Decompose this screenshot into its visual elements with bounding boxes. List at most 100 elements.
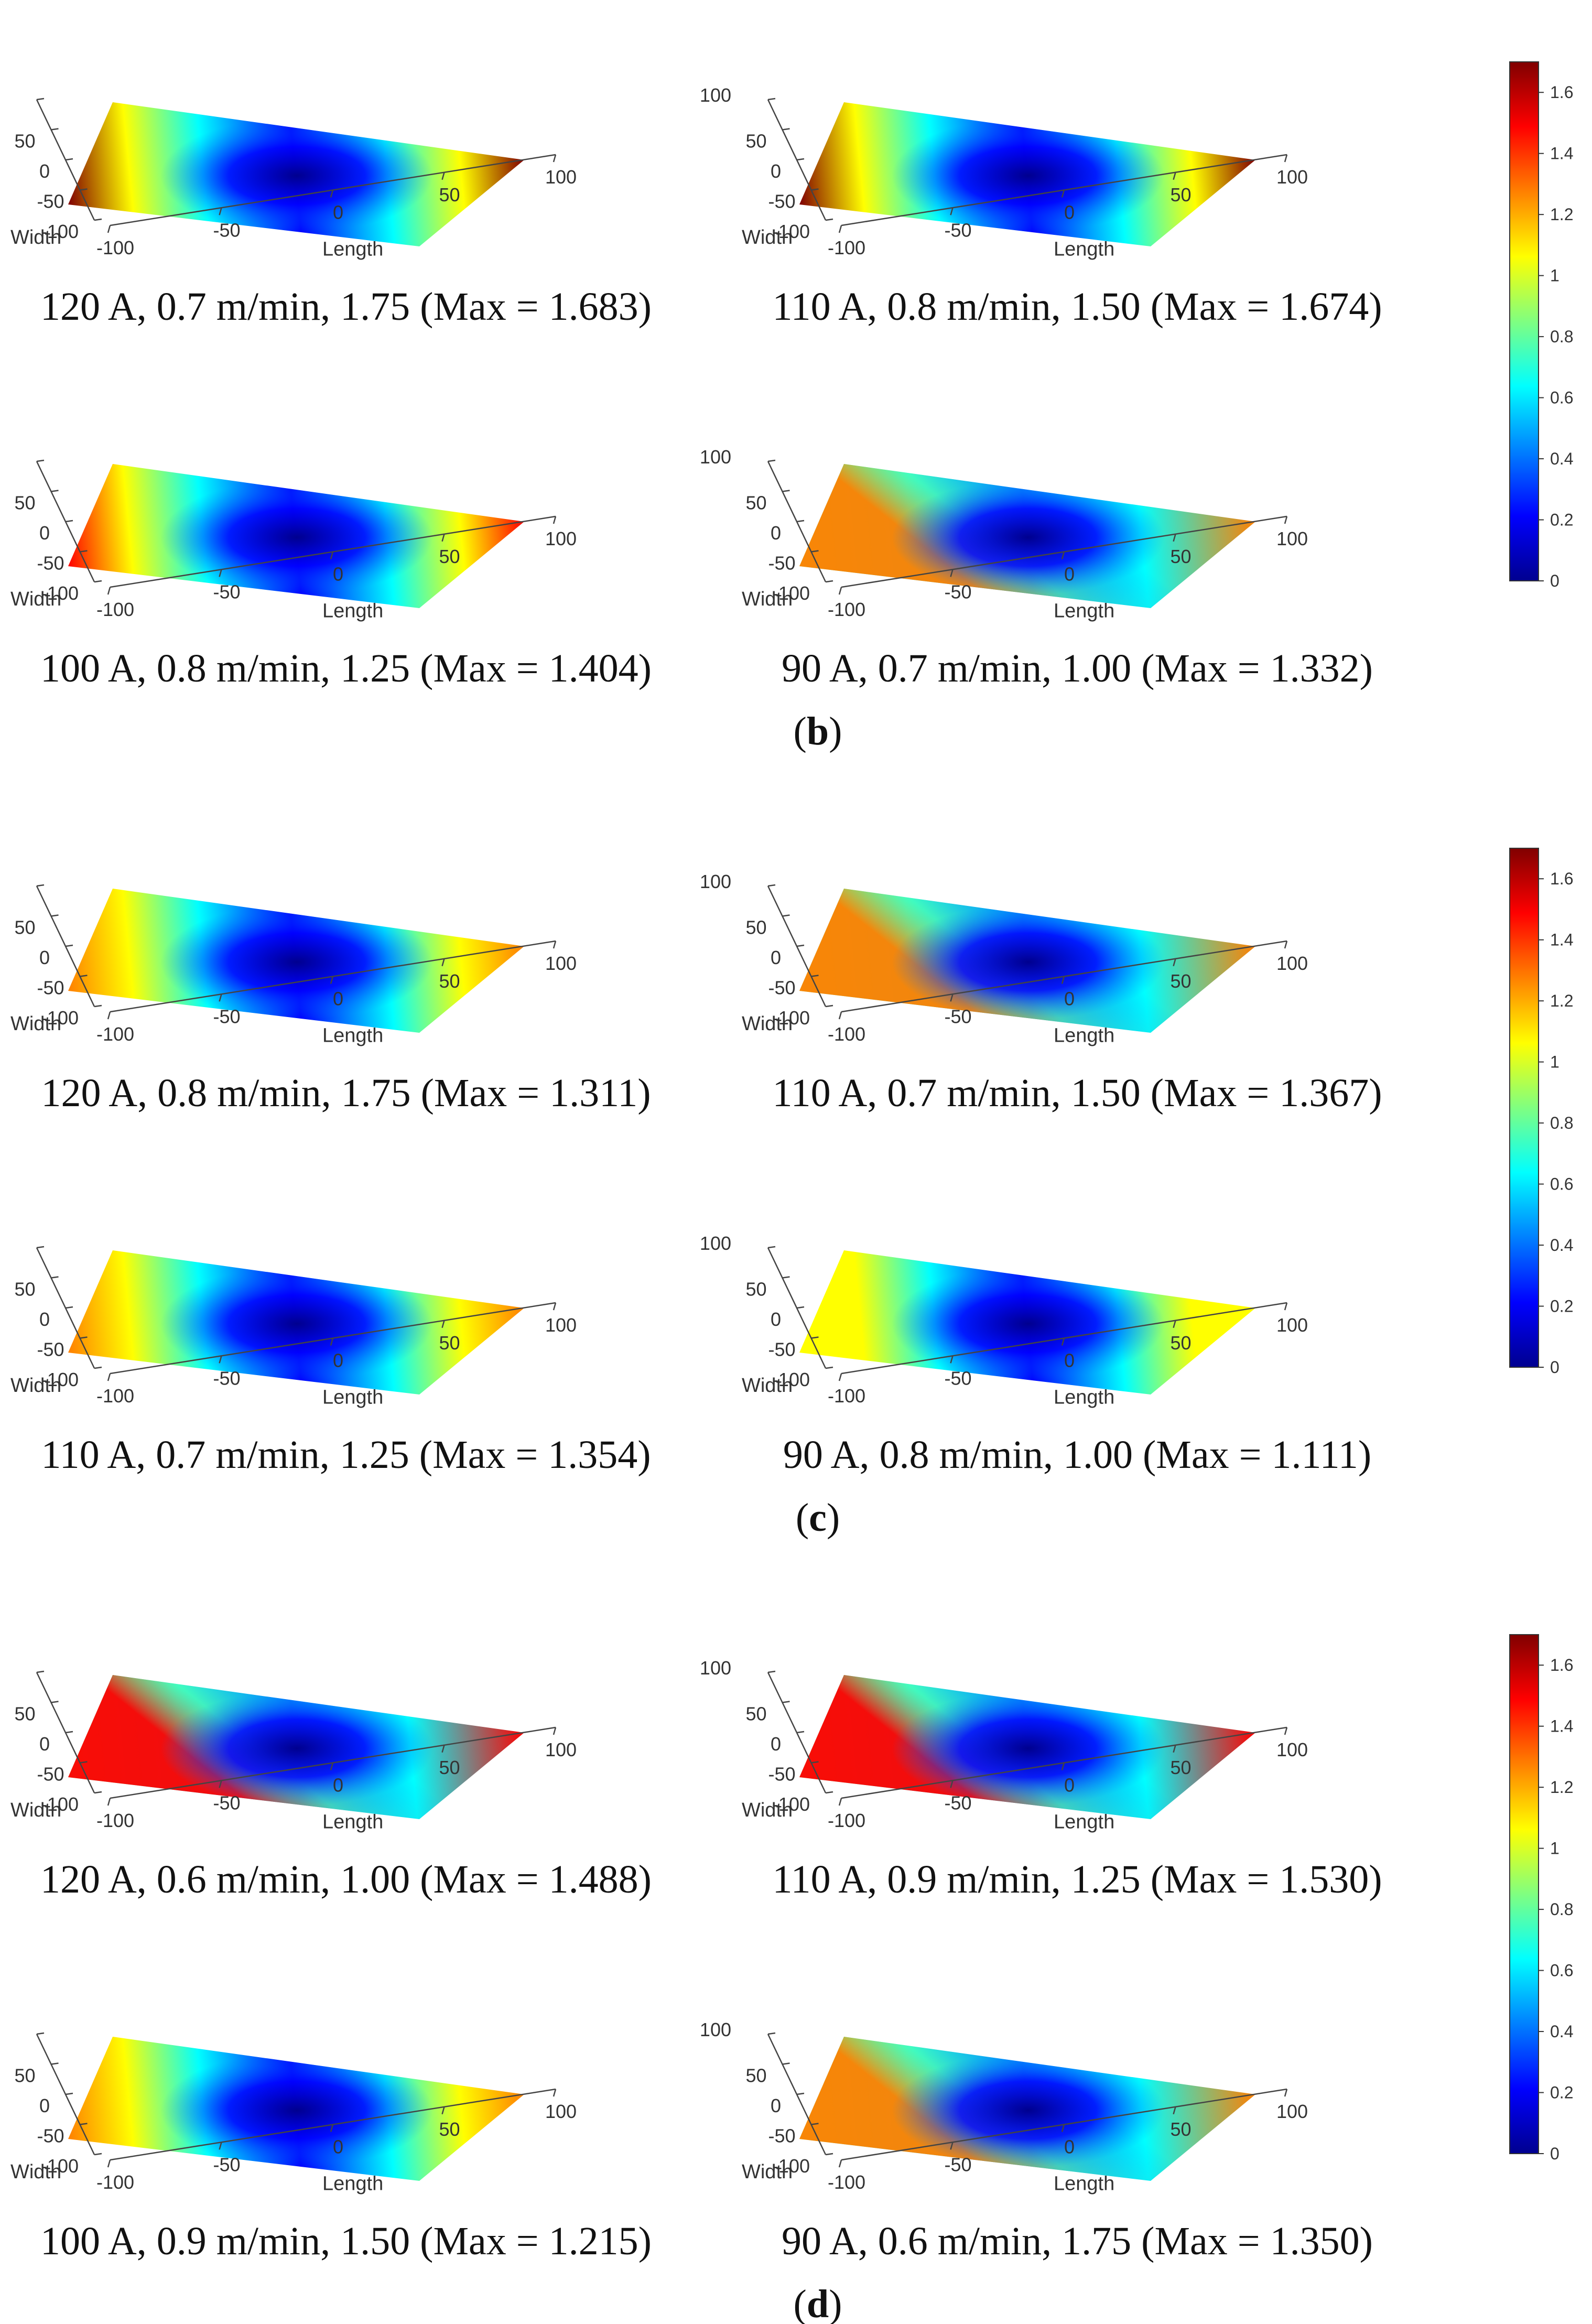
colorbar-tick-label: 0 [1550,1358,1559,1377]
width-tick-mark [36,2032,45,2035]
width-tick-mark [825,2153,833,2156]
width-tick-label: 0 [39,1309,50,1330]
width-tick-mark [65,1306,73,1309]
length-tick-label: -100 [96,237,134,258]
width-tick-mark [94,218,102,221]
length-tick-label: -50 [944,1792,971,1813]
length-tick-label: 100 [545,528,577,549]
length-tick-mark [1284,154,1288,163]
width-tick-label: 100 [700,1657,731,1679]
length-axis-label: Length [322,239,383,261]
part-letter: c [809,1496,827,1540]
width-tick-mark [94,2153,102,2156]
width-tick-mark [80,1761,88,1764]
length-tick-mark [838,1373,842,1381]
length-tick-mark [441,958,445,967]
length-tick-mark [330,1338,334,1346]
width-tick-label: 100 [700,2019,731,2040]
width-tick-label: 0 [39,2095,50,2116]
length-tick-label: 0 [1064,564,1075,585]
length-tick-label: 100 [1276,953,1308,974]
width-tick-label: 50 [14,1279,35,1300]
length-tick-label: 100 [545,1739,577,1760]
width-tick-label: 50 [14,2065,35,2087]
surface-panel: 100500-50-100-100-50050100WidthLength90 … [700,2019,1373,2263]
surface-minimum-zone [892,1691,1165,1806]
width-tick-mark [825,1004,833,1008]
part-letter: b [807,709,829,753]
length-tick-mark [1173,172,1176,180]
length-tick-mark [1284,1727,1288,1735]
length-tick-mark [1173,2106,1176,2115]
width-axis-label: Width [10,1013,61,1035]
width-tick-mark [811,1761,819,1764]
length-tick-label: 0 [333,202,343,223]
length-tick-label: -100 [828,1023,865,1045]
length-tick-mark [219,569,222,577]
colorbar-tick-label: 1.2 [1550,205,1573,224]
length-tick-mark [330,552,334,559]
length-tick-mark [950,569,954,577]
width-tick-label: 50 [14,917,35,938]
width-tick-label: 50 [14,1703,35,1725]
width-tick-label: -50 [37,553,64,574]
colorbar-tick-label: 0 [1550,2144,1559,2163]
colorbar-tick-label: 1.2 [1550,991,1573,1010]
length-tick-mark [330,2124,334,2132]
length-tick-label: -100 [828,237,865,258]
width-tick-mark [65,944,73,947]
length-tick-mark [441,2106,445,2115]
width-tick-mark [767,2032,776,2035]
length-tick-label: -100 [828,1385,865,1407]
panel-caption: 90 A, 0.8 m/min, 1.00 (Max = 1.111) [783,1433,1371,1477]
length-tick-label: 100 [545,2101,577,2122]
colorbar-tick-label: 0.6 [1550,1175,1573,1194]
surface-panel: 100500-50-100-100-50050100WidthLength120… [10,884,651,1115]
length-tick-label: -50 [213,1006,240,1027]
length-tick-label: 50 [1170,1757,1191,1778]
part-label: (b) [794,709,842,753]
length-tick-mark [107,1011,111,1020]
panel-caption: 110 A, 0.7 m/min, 1.50 (Max = 1.367) [772,1071,1382,1115]
colorbar-tick-label: 0.2 [1550,1297,1573,1316]
surface-minimum-zone [160,2052,434,2168]
width-tick-label: 0 [771,2095,781,2116]
length-tick-mark [553,1302,557,1311]
width-tick-mark [767,459,776,462]
length-tick-mark [441,1320,445,1328]
panel-caption: 110 A, 0.9 m/min, 1.25 (Max = 1.530) [772,1857,1382,1901]
width-tick-label: -50 [37,977,64,999]
width-tick-label: 50 [745,1703,766,1725]
width-tick-mark [796,1731,805,1734]
length-tick-mark [441,1745,445,1753]
width-tick-label: -50 [37,2125,64,2147]
colorbar-tick-label: 0.2 [1550,2083,1573,2102]
length-tick-label: 100 [1276,2101,1308,2122]
length-tick-label: 0 [333,564,343,585]
width-axis-label: Width [742,1375,793,1397]
width-axis-label: Width [742,226,793,248]
surface-panel: 100500-50-100-100-50050100WidthLength100… [10,2032,652,2263]
length-tick-mark [330,1763,334,1770]
surface-panel: 100500-50-100-100-50050100WidthLength90 … [700,446,1373,690]
width-axis-label: Width [10,1799,61,1821]
length-tick-mark [838,225,842,233]
length-tick-mark [1061,1338,1065,1346]
width-tick-mark [767,884,776,887]
length-tick-mark [1061,552,1065,559]
colorbar: 0 0.2 0.4 0.6 0.8 1 1.2 1.4 1.6 [1509,61,1573,590]
length-tick-mark [107,1373,111,1381]
width-tick-label: -100 [41,1793,79,1815]
length-tick-label: -50 [944,1367,971,1389]
length-tick-label: 0 [1064,2136,1075,2158]
width-tick-mark [51,1701,59,1703]
length-tick-label: 50 [439,184,460,206]
width-tick-mark [811,188,819,191]
surface-minimum-zone [892,904,1165,1020]
colorbar-tick-label: 1.6 [1550,83,1573,102]
length-tick-label: -100 [828,599,865,620]
length-tick-mark [553,2089,557,2097]
part-label: (d) [794,2282,842,2324]
width-tick-mark [51,490,59,492]
length-tick-mark [1284,516,1288,524]
